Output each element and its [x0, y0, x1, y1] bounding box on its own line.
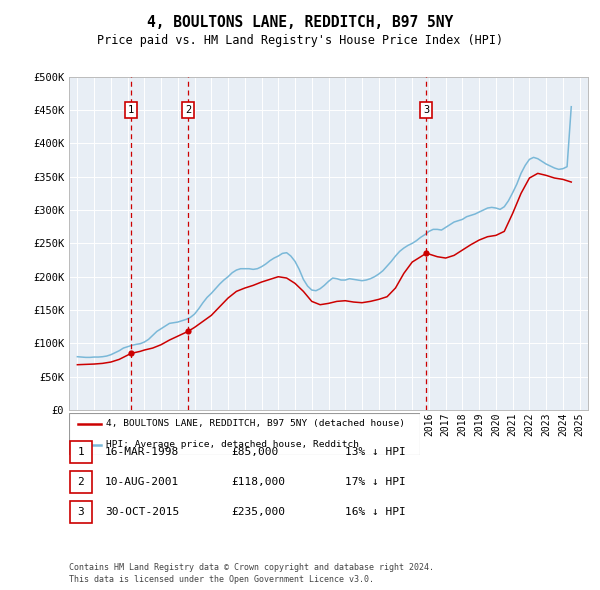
- Text: 17% ↓ HPI: 17% ↓ HPI: [345, 477, 406, 487]
- Text: 1: 1: [128, 105, 134, 115]
- Text: 3: 3: [77, 507, 85, 517]
- Text: 4, BOULTONS LANE, REDDITCH, B97 5NY: 4, BOULTONS LANE, REDDITCH, B97 5NY: [147, 15, 453, 30]
- Text: 10-AUG-2001: 10-AUG-2001: [105, 477, 179, 487]
- Text: 30-OCT-2015: 30-OCT-2015: [105, 507, 179, 517]
- Text: 2: 2: [185, 105, 191, 115]
- Text: 4, BOULTONS LANE, REDDITCH, B97 5NY (detached house): 4, BOULTONS LANE, REDDITCH, B97 5NY (det…: [106, 419, 405, 428]
- Text: 2: 2: [77, 477, 85, 487]
- Text: Price paid vs. HM Land Registry's House Price Index (HPI): Price paid vs. HM Land Registry's House …: [97, 34, 503, 47]
- Text: HPI: Average price, detached house, Redditch: HPI: Average price, detached house, Redd…: [106, 440, 359, 450]
- Text: 16-MAR-1998: 16-MAR-1998: [105, 447, 179, 457]
- Text: 3: 3: [423, 105, 429, 115]
- Text: £235,000: £235,000: [231, 507, 285, 517]
- Text: Contains HM Land Registry data © Crown copyright and database right 2024.: Contains HM Land Registry data © Crown c…: [69, 563, 434, 572]
- Text: 16% ↓ HPI: 16% ↓ HPI: [345, 507, 406, 517]
- Text: £118,000: £118,000: [231, 477, 285, 487]
- Text: This data is licensed under the Open Government Licence v3.0.: This data is licensed under the Open Gov…: [69, 575, 374, 584]
- Text: 13% ↓ HPI: 13% ↓ HPI: [345, 447, 406, 457]
- Text: 1: 1: [77, 447, 85, 457]
- Text: £85,000: £85,000: [231, 447, 278, 457]
